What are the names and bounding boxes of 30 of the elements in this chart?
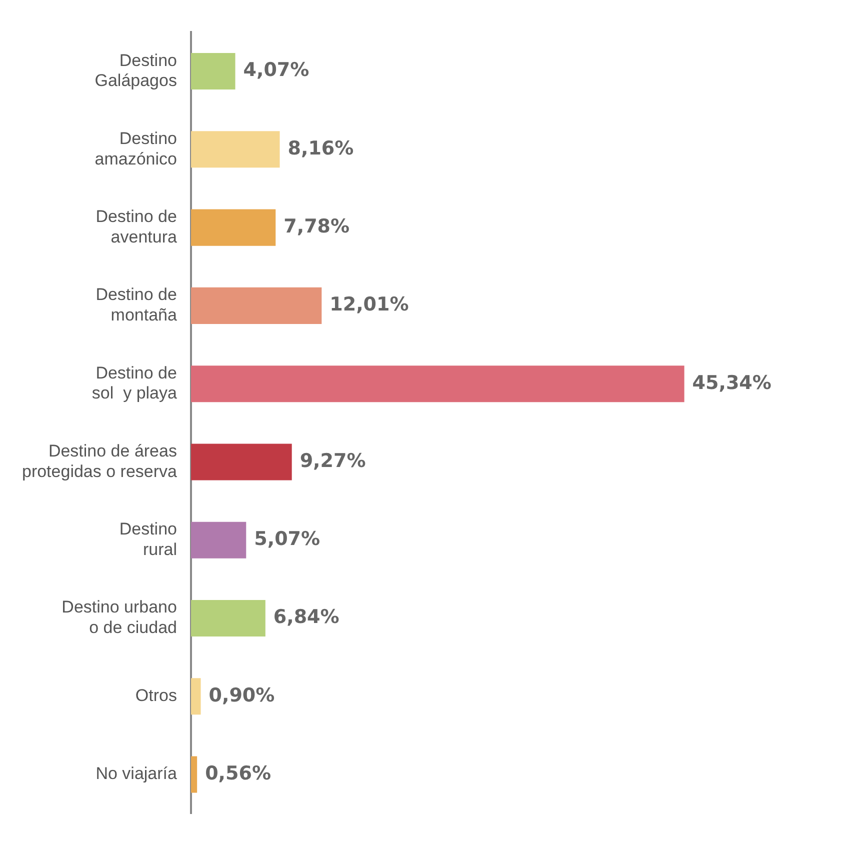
bar xyxy=(190,678,201,715)
data-label: 45,34% xyxy=(692,372,772,394)
y-tick-label: Otros xyxy=(135,686,177,706)
bar xyxy=(190,287,322,324)
data-label: 9,27% xyxy=(300,450,366,472)
bar xyxy=(190,131,280,168)
bar xyxy=(190,756,198,793)
data-label: 0,90% xyxy=(208,684,275,706)
bar xyxy=(190,53,236,90)
bar xyxy=(190,522,246,558)
data-label: 8,16% xyxy=(288,137,354,160)
data-label: 4,07% xyxy=(243,59,310,82)
y-tick-label: Destino Galápagos xyxy=(94,50,177,90)
y-tick-label: Destino rural xyxy=(119,520,177,559)
y-tick-label: Destino de aventura xyxy=(96,207,178,246)
data-label: 0,56% xyxy=(205,762,271,784)
data-label: 6,84% xyxy=(273,606,340,628)
bar xyxy=(190,444,292,480)
y-tick-label: No viajaría xyxy=(96,764,178,784)
y-tick-label: Destino amazónico xyxy=(94,128,177,168)
data-label: 12,01% xyxy=(330,294,409,316)
y-tick-label: Destino de áreas protegidas o reserva xyxy=(22,441,178,481)
bar xyxy=(190,600,266,637)
data-label: 7,78% xyxy=(284,215,350,238)
data-label: 5,07% xyxy=(254,528,320,550)
y-tick-label: Destino urbano o de ciudad xyxy=(62,598,177,638)
y-tick-label: Destino de sol y playa xyxy=(92,363,178,403)
bar xyxy=(190,366,684,402)
y-tick-label: Destino de montaña xyxy=(96,285,178,325)
bar xyxy=(190,209,276,246)
